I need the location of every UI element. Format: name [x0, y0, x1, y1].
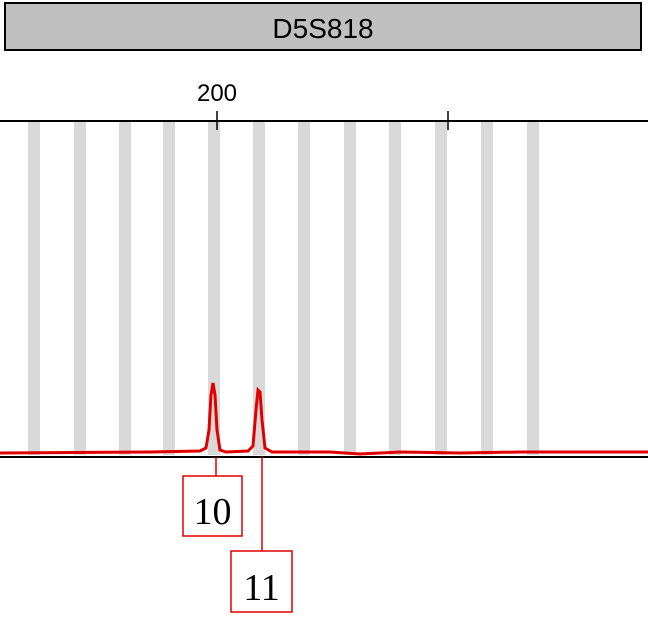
locus-title: D5S818 [272, 13, 373, 44]
allele-label: 11 [243, 567, 280, 609]
axis-label: 200 [197, 80, 237, 107]
locus-box [4, 2, 642, 51]
bins [28, 121, 539, 455]
allele-box [182, 475, 243, 537]
allele-label: 10 [194, 491, 232, 533]
allele-box [230, 550, 293, 613]
trace [0, 382, 648, 456]
